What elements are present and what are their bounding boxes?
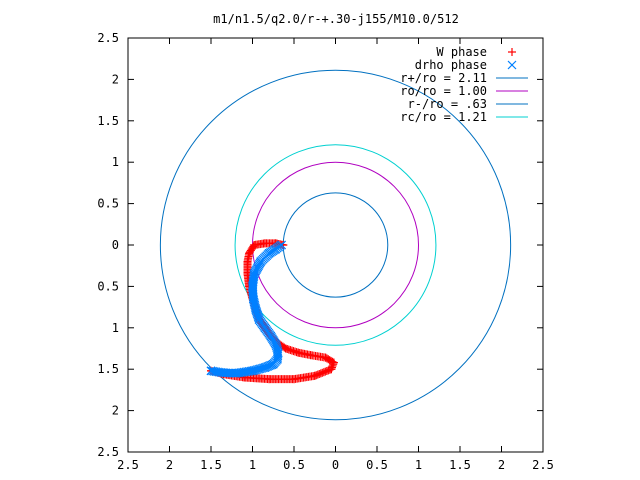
legend-label: ro/ro = 1.00 bbox=[400, 84, 487, 98]
y-tick-label: 2.5 bbox=[97, 31, 119, 45]
x-tick-label: 1 bbox=[249, 458, 256, 472]
data-point-fill bbox=[254, 313, 264, 323]
x-tick-label: 0.5 bbox=[366, 458, 388, 472]
legend-label: r+/ro = 2.11 bbox=[400, 71, 487, 85]
y-tick-label: 2 bbox=[112, 72, 119, 86]
data-point-fill bbox=[273, 353, 283, 363]
legend-swatch bbox=[507, 60, 517, 70]
data-point-fill bbox=[209, 366, 219, 376]
x-tick-label: 1.5 bbox=[200, 458, 222, 472]
x-tick-label: 1.5 bbox=[449, 458, 471, 472]
data-point-fill bbox=[208, 366, 218, 376]
data-point-fill bbox=[329, 360, 338, 369]
data-point-fill bbox=[329, 358, 338, 367]
series-drho-phase bbox=[206, 240, 286, 378]
y-tick-label: 1 bbox=[112, 321, 119, 335]
circle-rro bbox=[282, 192, 389, 298]
data-series bbox=[206, 239, 338, 384]
legend-label: W phase bbox=[436, 45, 487, 59]
radius-circles bbox=[159, 69, 512, 421]
y-tick-label: 0.5 bbox=[97, 279, 119, 293]
y-tick-label: 1.5 bbox=[97, 114, 119, 128]
axis-ticks: 2.5 2 1.5 1 0.5 0 0.5 1 1.5 2 2.52.521.510.500.511… bbox=[97, 31, 554, 472]
x-tick-label: 2 bbox=[166, 458, 173, 472]
y-tick-label: 1 bbox=[112, 155, 119, 169]
x-tick-label: 2.5 bbox=[117, 458, 139, 472]
data-point-fill bbox=[206, 366, 216, 376]
x-tick-label: 2 bbox=[498, 458, 505, 472]
x-tick-label: 0 bbox=[332, 458, 339, 472]
y-tick-label: 1.5 bbox=[97, 362, 119, 376]
legend-label: rc/ro = 1.21 bbox=[400, 110, 487, 124]
x-tick-label: 2.5 bbox=[532, 458, 554, 472]
y-tick-label: 2.5 bbox=[97, 445, 119, 459]
y-tick-label: 2 bbox=[112, 404, 119, 418]
chart-title: m1/n1.5/q2.0/r-+.30-j155/M10.0/512 bbox=[213, 12, 459, 26]
data-point-fill bbox=[271, 339, 281, 349]
x-tick-label: 1 bbox=[415, 458, 422, 472]
data-point-fill bbox=[271, 341, 281, 351]
legend-swatch bbox=[508, 48, 516, 56]
y-tick-label: 0.5 bbox=[97, 197, 119, 211]
circle-rro bbox=[159, 69, 512, 421]
x-tick-label: 0.5 bbox=[283, 458, 305, 472]
legend-label: drho phase bbox=[415, 58, 487, 72]
circle-rcro bbox=[234, 144, 437, 346]
y-tick-label: 0 bbox=[112, 238, 119, 252]
legend-label: r-/ro = .63 bbox=[408, 97, 487, 111]
